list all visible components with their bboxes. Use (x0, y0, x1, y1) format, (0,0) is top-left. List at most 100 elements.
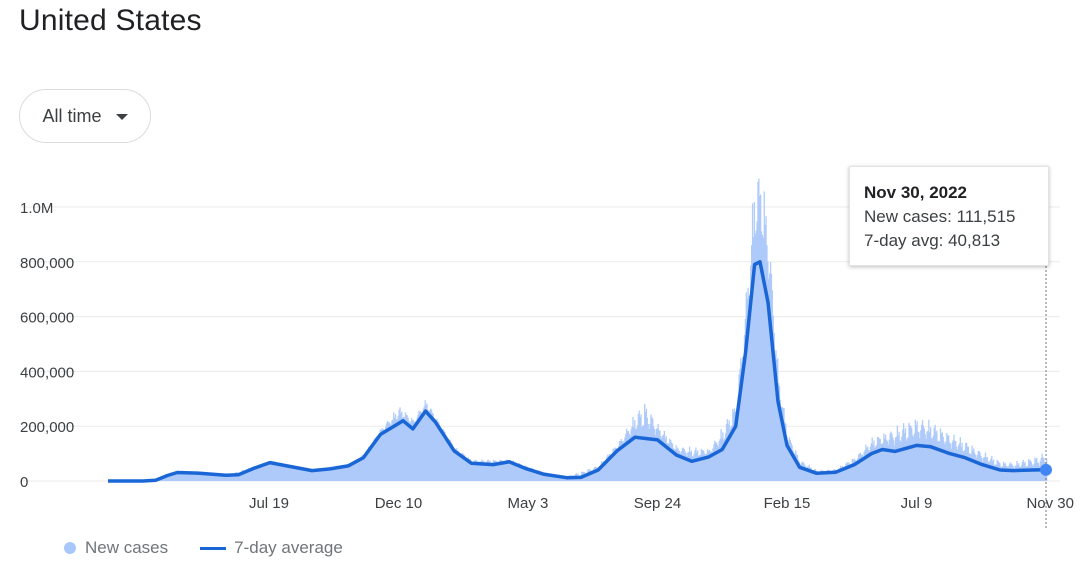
new-cases-bar (612, 448, 614, 481)
new-cases-bar (755, 230, 757, 481)
new-cases-bar (627, 430, 630, 481)
new-cases-bar (241, 471, 243, 481)
new-cases-bar (698, 455, 701, 481)
new-cases-bar (680, 451, 683, 481)
new-cases-bar (399, 407, 401, 481)
new-cases-bar (391, 420, 393, 481)
new-cases-bar (459, 453, 461, 481)
new-cases-bar (465, 457, 467, 481)
new-cases-bar (501, 460, 503, 481)
new-cases-bar (421, 412, 424, 481)
new-cases-bar (651, 416, 653, 481)
new-cases-bar (792, 450, 794, 481)
new-cases-bar (824, 471, 827, 481)
new-cases-bar (186, 472, 188, 481)
new-cases-bar (679, 453, 682, 481)
new-cases-bar (937, 441, 939, 481)
new-cases-bar (825, 471, 827, 481)
new-cases-bar (876, 444, 878, 481)
new-cases-bar (475, 460, 478, 481)
new-cases-bar (456, 448, 458, 481)
y-tick-label: 400,000 (20, 364, 74, 381)
cases-chart[interactable]: 0 200,000 400,000 600,000 800,000 1.0M Jul 19 D… (0, 150, 1080, 530)
new-cases-bar (378, 434, 380, 481)
new-cases-bar (845, 463, 847, 481)
new-cases-bar (763, 191, 765, 481)
new-cases-bar (702, 450, 704, 481)
new-cases-bar (1015, 465, 1017, 481)
new-cases-bar (861, 454, 863, 481)
new-cases-bar (656, 428, 658, 481)
new-cases-bar (869, 446, 872, 481)
new-cases-bar (248, 468, 250, 481)
new-cases-bar (490, 462, 492, 481)
new-cases-bar (261, 463, 264, 481)
new-cases-bar (968, 453, 970, 481)
new-cases-bar (552, 474, 554, 481)
new-cases-bar (749, 295, 751, 481)
new-cases-bar (967, 446, 970, 481)
new-cases-bar (210, 473, 212, 481)
new-cases-bar (888, 439, 890, 481)
new-cases-bar (678, 450, 680, 481)
new-cases-bar (875, 446, 877, 481)
new-cases-bar (896, 425, 899, 481)
new-cases-bar (827, 470, 829, 481)
new-cases-bar (1025, 466, 1027, 481)
new-cases-bar (424, 400, 426, 481)
new-cases-bar (925, 439, 927, 481)
new-cases-bar (406, 415, 408, 481)
new-cases-bar (683, 448, 685, 481)
new-cases-bar (672, 448, 675, 481)
new-cases-bar (228, 473, 230, 481)
new-cases-bar (704, 454, 706, 481)
new-cases-bar (597, 468, 599, 481)
new-cases-bar (938, 440, 940, 481)
new-cases-bar (895, 436, 898, 481)
x-tick-label: Sep 24 (634, 495, 682, 512)
new-cases-bar (823, 471, 826, 481)
new-cases-bar (780, 407, 782, 481)
new-cases-bar (310, 469, 312, 481)
new-cases-bar (301, 468, 303, 481)
new-cases-bar (957, 445, 960, 481)
new-cases-bar (180, 471, 183, 481)
new-cases-bar (483, 460, 485, 481)
new-cases-bar (527, 468, 530, 481)
new-cases-bar (668, 443, 670, 481)
new-cases-bar (434, 418, 436, 481)
new-cases-bar (645, 408, 648, 481)
new-cases-bar (972, 450, 974, 481)
new-cases-bar (366, 451, 368, 481)
tooltip-date: Nov 30, 2022 (864, 183, 968, 202)
new-cases-bar (990, 458, 992, 481)
time-range-dropdown[interactable]: All time (19, 89, 151, 143)
new-cases-bar (936, 430, 938, 481)
new-cases-bar (756, 221, 758, 481)
new-cases-bar (669, 438, 671, 481)
new-cases-bar (736, 410, 738, 481)
new-cases-bar (688, 452, 690, 481)
new-cases-bar (812, 470, 814, 481)
new-cases-bar (179, 471, 182, 481)
new-cases-bar (619, 441, 622, 481)
new-cases-bar (215, 474, 218, 481)
new-cases-bar (500, 460, 502, 481)
new-cases-bar (1006, 466, 1008, 481)
new-cases-bar (981, 457, 983, 481)
new-cases-bar (980, 456, 982, 481)
new-cases-bar (197, 472, 200, 481)
new-cases-bar (460, 453, 462, 481)
new-cases-bar (748, 295, 750, 481)
new-cases-bar (542, 472, 544, 481)
new-cases-bar (1012, 466, 1015, 481)
new-cases-bar (249, 468, 251, 481)
new-cases-bar (273, 461, 275, 481)
new-cases-bar (304, 468, 307, 481)
new-cases-bar (857, 458, 859, 481)
new-cases-bar (407, 417, 409, 481)
new-cases-bar (781, 407, 783, 481)
new-cases-bar (958, 443, 961, 481)
new-cases-bar (963, 450, 965, 481)
x-tick-label: Dec 10 (375, 495, 423, 512)
